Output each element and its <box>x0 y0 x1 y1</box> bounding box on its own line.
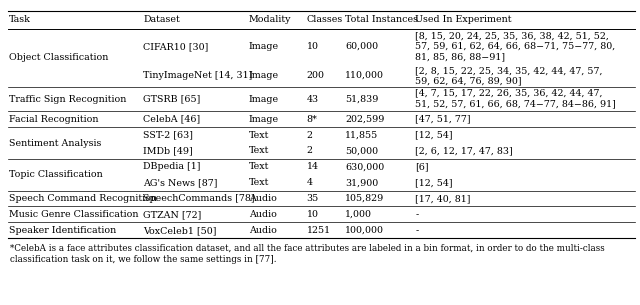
Text: Text: Text <box>249 146 269 156</box>
Text: Topic Classification: Topic Classification <box>9 170 102 179</box>
Text: [4, 7, 15, 17, 22, 26, 35, 36, 42, 44, 47,
51, 52, 57, 61, 66, 68, 74−77, 84−86,: [4, 7, 15, 17, 22, 26, 35, 36, 42, 44, 4… <box>415 89 616 109</box>
Text: 110,000: 110,000 <box>345 71 384 80</box>
Text: Image: Image <box>249 115 279 124</box>
Text: Music Genre Classification: Music Genre Classification <box>9 210 138 219</box>
Text: 8*: 8* <box>307 115 317 124</box>
Text: [12, 54]: [12, 54] <box>415 178 453 187</box>
Text: AG's News [87]: AG's News [87] <box>143 178 218 187</box>
Text: SpeechCommands [78]: SpeechCommands [78] <box>143 194 255 203</box>
Text: Object Classification: Object Classification <box>9 53 108 63</box>
Text: 10: 10 <box>307 210 319 219</box>
Text: VoxCeleb1 [50]: VoxCeleb1 [50] <box>143 226 217 235</box>
Text: 630,000: 630,000 <box>345 162 384 171</box>
Text: 200: 200 <box>307 71 324 80</box>
Text: [6]: [6] <box>415 162 429 171</box>
Text: 31,900: 31,900 <box>345 178 378 187</box>
Text: [2, 8, 15, 22, 25, 34, 35, 42, 44, 47, 57,
59, 62, 64, 76, 89, 90]: [2, 8, 15, 22, 25, 34, 35, 42, 44, 47, 5… <box>415 66 603 86</box>
Text: Text: Text <box>249 131 269 140</box>
Text: 50,000: 50,000 <box>345 146 378 156</box>
Text: Classes: Classes <box>307 15 343 24</box>
Text: CelebA [46]: CelebA [46] <box>143 115 200 124</box>
Text: -: - <box>415 226 419 235</box>
Text: 10: 10 <box>307 42 319 51</box>
Text: [12, 54]: [12, 54] <box>415 131 453 140</box>
Text: Image: Image <box>249 42 279 51</box>
Text: TinyImageNet [14, 31]: TinyImageNet [14, 31] <box>143 71 253 80</box>
Text: Image: Image <box>249 95 279 104</box>
Text: 11,855: 11,855 <box>345 131 378 140</box>
Text: 51,839: 51,839 <box>345 95 378 104</box>
Text: IMDb [49]: IMDb [49] <box>143 146 193 156</box>
Text: Audio: Audio <box>249 226 277 235</box>
Text: Total Instances: Total Instances <box>345 15 418 24</box>
Text: [2, 6, 12, 17, 47, 83]: [2, 6, 12, 17, 47, 83] <box>415 146 513 156</box>
Text: Audio: Audio <box>249 210 277 219</box>
Text: [17, 40, 81]: [17, 40, 81] <box>415 194 471 203</box>
Text: SST-2 [63]: SST-2 [63] <box>143 131 193 140</box>
Text: Text: Text <box>249 178 269 187</box>
Text: 2: 2 <box>307 131 312 140</box>
Text: -: - <box>415 210 419 219</box>
Text: Speaker Identification: Speaker Identification <box>9 226 116 235</box>
Text: 202,599: 202,599 <box>345 115 385 124</box>
Text: 100,000: 100,000 <box>345 226 384 235</box>
Text: Sentiment Analysis: Sentiment Analysis <box>9 138 101 148</box>
Text: 35: 35 <box>307 194 319 203</box>
Text: GTZAN [72]: GTZAN [72] <box>143 210 202 219</box>
Text: Task: Task <box>9 15 31 24</box>
Text: 43: 43 <box>307 95 319 104</box>
Text: 14: 14 <box>307 162 319 171</box>
Text: GTSRB [65]: GTSRB [65] <box>143 95 201 104</box>
Text: [8, 15, 20, 24, 25, 35, 36, 38, 42, 51, 52,
57, 59, 61, 62, 64, 66, 68−71, 75−77: [8, 15, 20, 24, 25, 35, 36, 38, 42, 51, … <box>415 31 616 61</box>
Text: Dataset: Dataset <box>143 15 180 24</box>
Text: Speech Command Recognition: Speech Command Recognition <box>9 194 157 203</box>
Text: Text: Text <box>249 162 269 171</box>
Text: 105,829: 105,829 <box>345 194 384 203</box>
Text: [47, 51, 77]: [47, 51, 77] <box>415 115 471 124</box>
Text: Traffic Sign Recognition: Traffic Sign Recognition <box>9 95 126 104</box>
Text: CIFAR10 [30]: CIFAR10 [30] <box>143 42 209 51</box>
Text: *CelebA is a face attributes classification dataset, and all the face attributes: *CelebA is a face attributes classificat… <box>10 244 604 264</box>
Text: Used In Experiment: Used In Experiment <box>415 15 512 24</box>
Text: 1,000: 1,000 <box>345 210 372 219</box>
Text: Modality: Modality <box>249 15 291 24</box>
Text: Audio: Audio <box>249 194 277 203</box>
Text: 60,000: 60,000 <box>345 42 378 51</box>
Text: 2: 2 <box>307 146 312 156</box>
Text: 1251: 1251 <box>307 226 331 235</box>
Text: 4: 4 <box>307 178 312 187</box>
Text: Facial Recognition: Facial Recognition <box>9 115 99 124</box>
Text: DBpedia [1]: DBpedia [1] <box>143 162 201 171</box>
Text: Image: Image <box>249 71 279 80</box>
